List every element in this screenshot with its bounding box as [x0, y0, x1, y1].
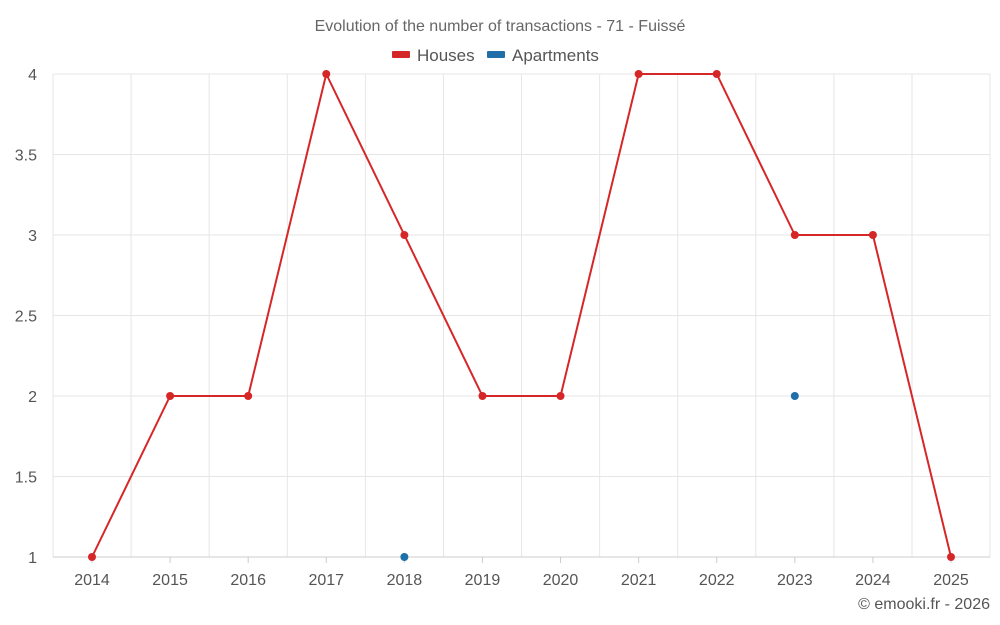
series-houses [88, 70, 955, 561]
x-tick-label: 2020 [543, 572, 579, 589]
data-point-houses-2023[interactable] [790, 231, 799, 239]
data-point-houses-2018[interactable] [400, 231, 409, 239]
y-axis: 1 1.5 2 2.5 3 3.5 4 [15, 67, 37, 567]
y-tick-label: 3 [28, 228, 37, 245]
legend-swatch-houses [392, 51, 410, 58]
x-tick-label: 2024 [855, 572, 891, 589]
x-tick-label: 2014 [74, 572, 110, 589]
y-tick-label: 4 [28, 67, 37, 84]
y-tick-label: 3.5 [15, 148, 37, 165]
y-tick-label: 1.5 [15, 470, 37, 487]
legend-swatch-apartments [487, 51, 505, 58]
data-point-houses-2021[interactable] [634, 70, 643, 78]
x-tick-label: 2022 [699, 572, 735, 589]
x-tick-label: 2018 [387, 572, 423, 589]
y-tick-label: 2.5 [15, 309, 37, 326]
grid [52, 73, 991, 558]
data-point-houses-2014[interactable] [88, 553, 96, 561]
data-point-apartments-2023[interactable] [790, 392, 799, 400]
data-point-houses-2020[interactable] [556, 392, 565, 400]
data-point-houses-2019[interactable] [478, 392, 487, 400]
x-tick-label: 2021 [621, 572, 657, 589]
data-point-houses-2016[interactable] [244, 392, 253, 400]
series-apartments [400, 392, 799, 561]
series-line-houses [91, 73, 952, 558]
legend-label-houses: Houses [417, 46, 475, 65]
y-tick-label: 2 [28, 389, 37, 406]
x-tick-label: 2023 [777, 572, 813, 589]
credit: © emooki.fr - 2026 [858, 596, 990, 613]
x-tick-label: 2016 [230, 572, 266, 589]
chart-title: Evolution of the number of transactions … [315, 18, 686, 35]
data-point-houses-2025[interactable] [947, 553, 955, 561]
data-point-houses-2015[interactable] [166, 392, 175, 400]
x-tick-label: 2015 [152, 572, 188, 589]
data-point-houses-2022[interactable] [712, 70, 721, 78]
y-tick-label: 1 [28, 550, 37, 567]
data-point-houses-2017[interactable] [322, 70, 331, 78]
legend: Houses Apartments [392, 46, 599, 65]
x-axis: 2014 2015 2016 2017 2018 2019 2020 2021 2022 2023… [53, 556, 990, 589]
legend-label-apartments: Apartments [512, 46, 599, 65]
x-tick-label: 2017 [308, 572, 344, 589]
x-tick-label: 2019 [465, 572, 501, 589]
data-point-apartments-2018[interactable] [400, 553, 409, 561]
legend-item-houses[interactable]: Houses [392, 46, 475, 65]
data-point-houses-2024[interactable] [868, 231, 877, 239]
x-tick-label: 2025 [933, 572, 969, 589]
series [88, 70, 955, 561]
legend-item-apartments[interactable]: Apartments [487, 46, 599, 65]
